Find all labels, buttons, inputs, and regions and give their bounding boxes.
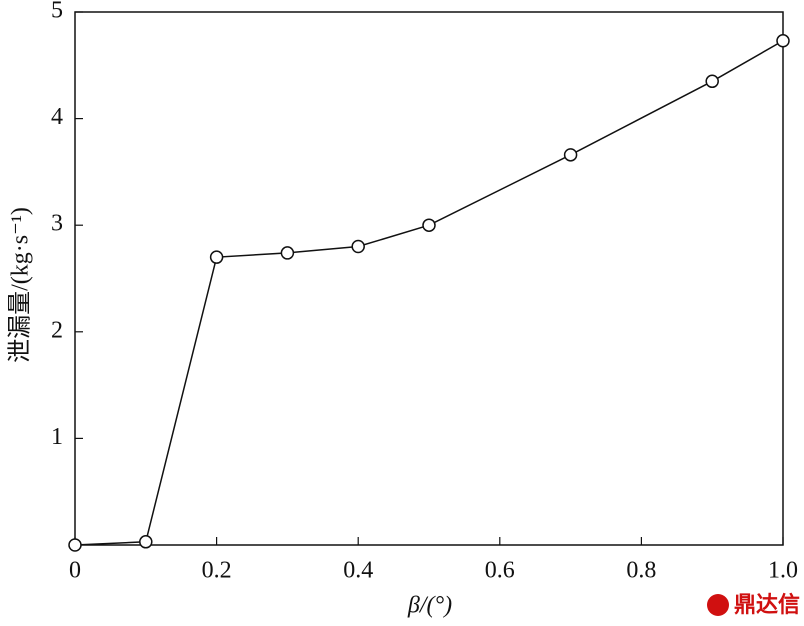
data-point	[422, 218, 436, 232]
series-line	[74, 40, 784, 546]
data-point	[209, 250, 224, 264]
y-tick-label: 5	[51, 0, 63, 24]
data-point	[563, 148, 578, 162]
x-tick-label: 0.2	[202, 558, 232, 584]
x-tick-label: 0.8	[626, 558, 656, 584]
plot-frame	[74, 11, 784, 546]
x-tick-label: 1.0	[768, 558, 798, 584]
x-tick-label: 0	[69, 558, 81, 584]
data-point	[705, 74, 719, 89]
data-point	[280, 246, 295, 260]
data-point	[68, 538, 82, 552]
x-tick-label: 0.6	[485, 558, 515, 584]
data-point	[139, 535, 153, 549]
y-tick-label: 3	[51, 211, 63, 237]
y-tick-label: 2	[51, 317, 63, 343]
data-point	[776, 34, 790, 48]
y-axis-label: 泄漏量/(kg·s⁻¹)	[7, 207, 34, 363]
x-tick-label: 0.4	[343, 558, 373, 584]
watermark-icon	[707, 594, 729, 616]
y-tick-label: 1	[51, 424, 63, 450]
data-point	[351, 239, 365, 254]
y-tick-label: 4	[51, 104, 63, 130]
watermark: 鼎达信	[734, 592, 800, 618]
x-axis-label: β/(°)	[407, 593, 452, 619]
